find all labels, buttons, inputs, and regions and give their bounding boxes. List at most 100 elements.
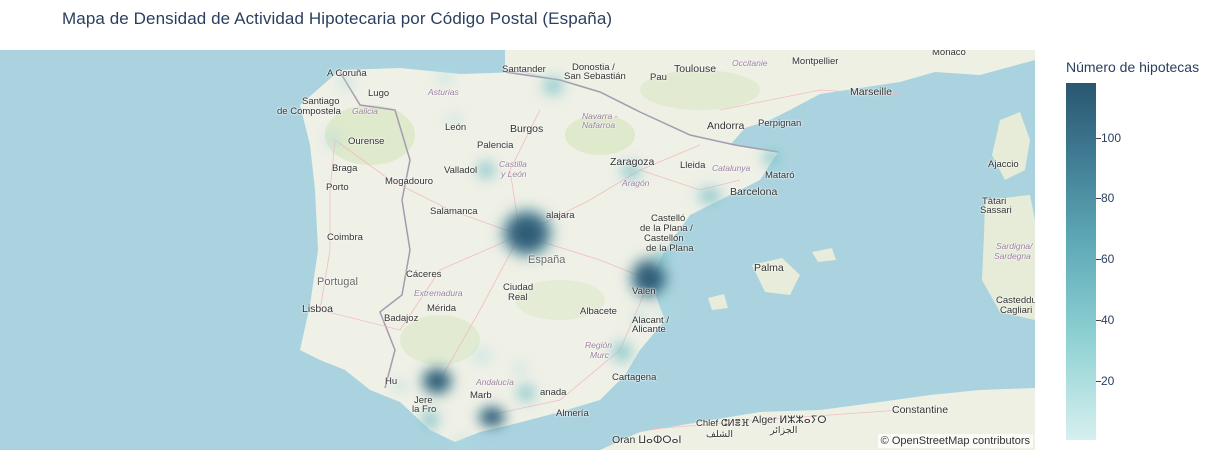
- label-montpellier: Montpellier: [792, 56, 839, 67]
- hotspot-gibraltar: [451, 432, 475, 450]
- label-alacant1: Alacant /: [632, 315, 669, 326]
- label-caceres: Cáceres: [406, 269, 442, 280]
- colorbar-tick-label-60: 60: [1101, 252, 1115, 266]
- label-cagliari: Cagliari: [1000, 305, 1033, 316]
- label-braga: Braga: [332, 163, 358, 174]
- label-santander: Santander: [502, 64, 546, 75]
- label-castello4: de la Plana: [646, 243, 694, 254]
- label-sardegna: Sardegna: [994, 251, 1031, 261]
- label-extremadura: Extremadura: [414, 288, 463, 298]
- hotspot-cadiz: [416, 404, 444, 436]
- label-ciudadreal1: Ciudad: [503, 282, 534, 293]
- hotspot-madrid: [495, 203, 559, 263]
- label-donostia: Donostia /: [572, 62, 615, 73]
- label-acoruna: A Coruña: [327, 68, 367, 79]
- label-andorra: Andorra: [707, 120, 745, 132]
- label-chlef-ar: الشلف: [706, 429, 733, 440]
- label-ajaccio: Ajaccio: [988, 159, 1019, 170]
- label-marseille: Marseille: [850, 86, 893, 98]
- basemap: [300, 50, 1035, 450]
- label-galicia: Galicia: [352, 106, 378, 116]
- label-lleida: Lleida: [680, 160, 706, 171]
- label-santiago: Santiago: [302, 96, 340, 107]
- hotspot-coruna: [334, 70, 358, 94]
- label-yleon: y León: [501, 169, 527, 179]
- label-espana: España: [528, 254, 566, 266]
- label-granada: anada: [540, 387, 567, 398]
- label-marbella: Marb: [470, 390, 492, 401]
- colorbar-tick: [1096, 198, 1101, 199]
- label-jerez2: la Fro: [412, 404, 437, 415]
- hotspot-oviedo: [433, 68, 457, 88]
- label-occitanie: Occitanie: [732, 58, 768, 68]
- hotspot-jaen: [510, 358, 530, 378]
- hotspot-alicante: [628, 304, 652, 332]
- label-albacete: Albacete: [580, 306, 617, 317]
- label-oran: Oran ⵡⴰⵀⵔⴰⵏ: [612, 434, 682, 446]
- label-decompostela: de Compostela: [277, 106, 341, 117]
- label-valladolid: Valladol: [444, 165, 478, 176]
- colorbar-tick-label-100: 100: [1101, 131, 1122, 145]
- label-barcelona: Barcelona: [730, 186, 778, 198]
- chart-title: Mapa de Densidad de Actividad Hipotecari…: [62, 9, 613, 28]
- map-area[interactable]: Monaco Toulouse Occitanie Montpellier Ma…: [0, 50, 1035, 450]
- label-sardigna: Sardigna/: [996, 241, 1033, 251]
- label-palencia: Palencia: [477, 140, 514, 151]
- label-sassari: Sassari: [980, 205, 1012, 216]
- label-badajoz: Badajoz: [384, 313, 419, 324]
- label-lisboa: Lisboa: [302, 303, 333, 315]
- ibiza: [708, 294, 728, 310]
- label-coimbra: Coimbra: [327, 232, 363, 243]
- france-land: [505, 50, 1035, 145]
- label-burgos: Burgos: [510, 123, 544, 135]
- hotspot-barcelona: [692, 182, 728, 210]
- label-nafarroa: Nafarroa: [582, 120, 616, 130]
- label-valencia: Valen: [632, 286, 656, 297]
- hotspot-zaragoza: [616, 157, 646, 185]
- corsica: [992, 112, 1030, 180]
- label-pau: Pau: [650, 72, 667, 83]
- label-castello3: Castellón: [644, 233, 684, 244]
- colorbar: [1066, 83, 1096, 440]
- hotspot-valencia-coast: [655, 290, 673, 326]
- label-almeria: Almería: [556, 408, 589, 419]
- label-guadalajara: alajara: [546, 210, 575, 221]
- colorbar-tick: [1096, 381, 1101, 382]
- hotspot-cordoba: [468, 344, 496, 368]
- label-salamanca: Salamanca: [430, 206, 478, 217]
- label-palma: Palma: [754, 262, 784, 274]
- mallorca: [752, 258, 800, 295]
- label-portugal: Portugal: [317, 276, 358, 288]
- label-zaragoza: Zaragoza: [610, 156, 655, 168]
- hotspot-sevilla: [417, 363, 457, 399]
- hotspot-vigo: [321, 126, 345, 154]
- colorbar-tick-label-80: 80: [1101, 191, 1115, 205]
- hotspot-girona: [758, 144, 786, 172]
- hotspot-leon: [444, 110, 464, 130]
- colorbar-tick: [1096, 138, 1101, 139]
- label-huelva: Hu: [385, 376, 398, 387]
- label-cartagena: Cartagena: [612, 372, 657, 383]
- hotspot-huelva: [388, 376, 412, 396]
- sardinia: [982, 195, 1035, 320]
- label-jerez1: Jere: [414, 395, 433, 406]
- label-sansebastian: San Sebastián: [564, 71, 626, 82]
- label-perpignan: Perpignan: [758, 118, 802, 129]
- hotspot-granada: [512, 379, 540, 407]
- hotspot-malaga: [474, 403, 510, 431]
- hotspot-murcia: [606, 336, 638, 368]
- label-toulouse: Toulouse: [674, 63, 717, 75]
- hotspot-castellon: [650, 244, 674, 268]
- label-murcia: Murc: [590, 350, 609, 360]
- label-porto: Porto: [326, 182, 349, 193]
- label-constantine: Constantine: [892, 404, 949, 416]
- label-alacant2: Alicante: [632, 324, 666, 335]
- label-asturias: Asturias: [428, 87, 459, 97]
- density-layer: [321, 68, 786, 450]
- label-mogadouro: Mogadouro: [385, 176, 434, 187]
- label-leon: León: [445, 122, 467, 133]
- map-attribution[interactable]: © OpenStreetMap contributors: [877, 434, 1033, 448]
- label-castello1: Castelló: [651, 213, 686, 224]
- colorbar-tick-label-20: 20: [1101, 374, 1115, 388]
- label-algiers: Alger ⵍⵣⵣⴰⵢⵔ: [752, 414, 827, 426]
